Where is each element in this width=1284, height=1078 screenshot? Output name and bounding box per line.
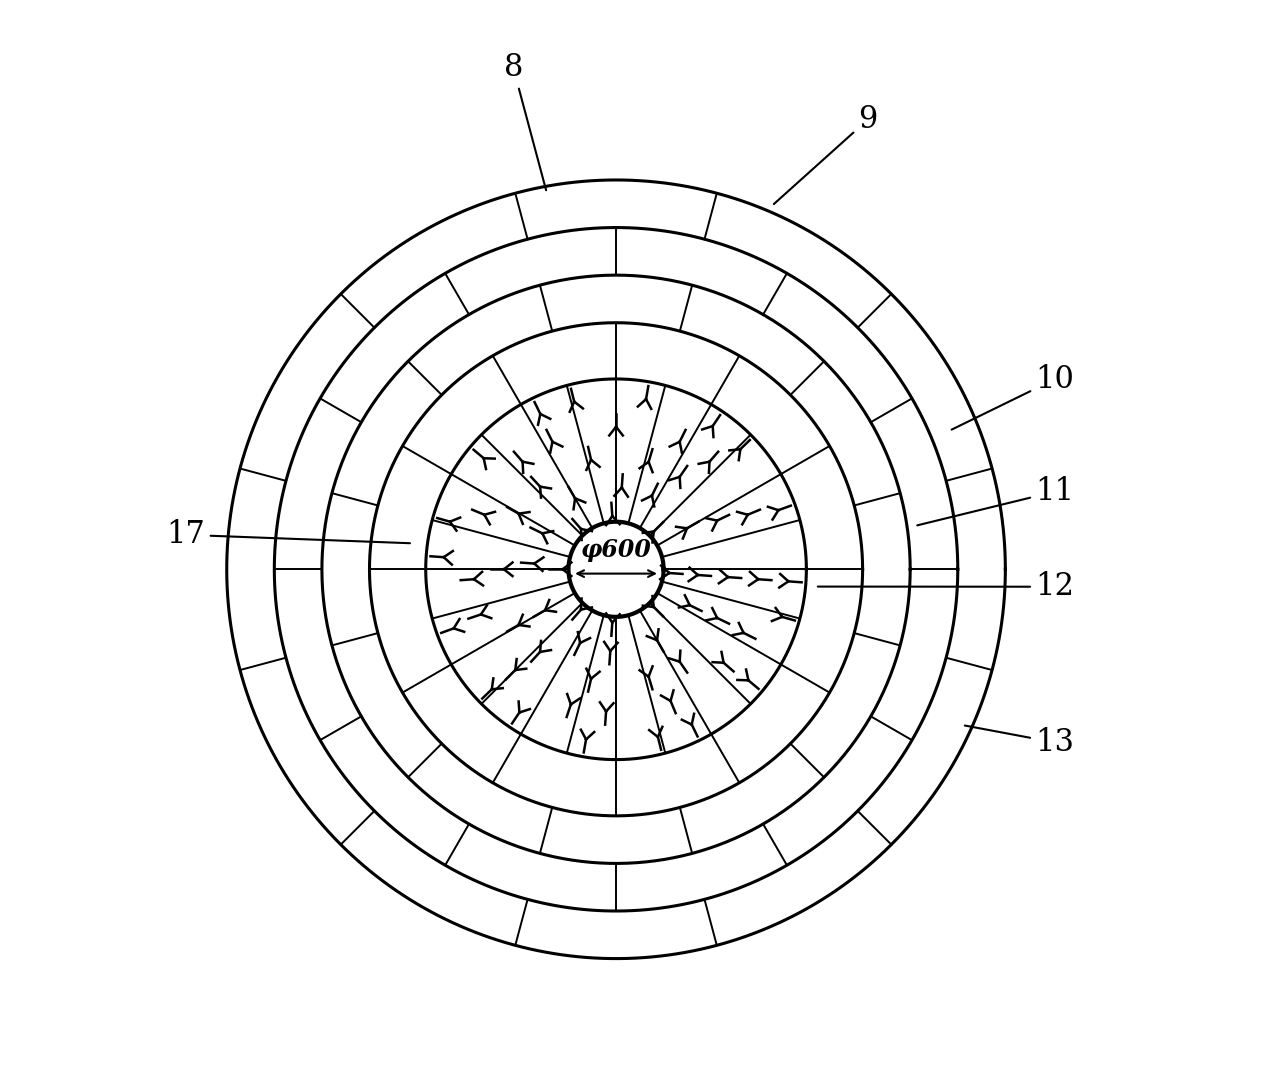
Text: φ600: φ600	[580, 538, 651, 563]
Text: 13: 13	[964, 725, 1075, 758]
Text: 12: 12	[818, 571, 1075, 603]
Text: 8: 8	[503, 52, 546, 190]
Text: 9: 9	[774, 105, 877, 204]
Text: 10: 10	[951, 363, 1075, 430]
Text: 11: 11	[917, 476, 1075, 525]
Text: 17: 17	[166, 520, 410, 551]
